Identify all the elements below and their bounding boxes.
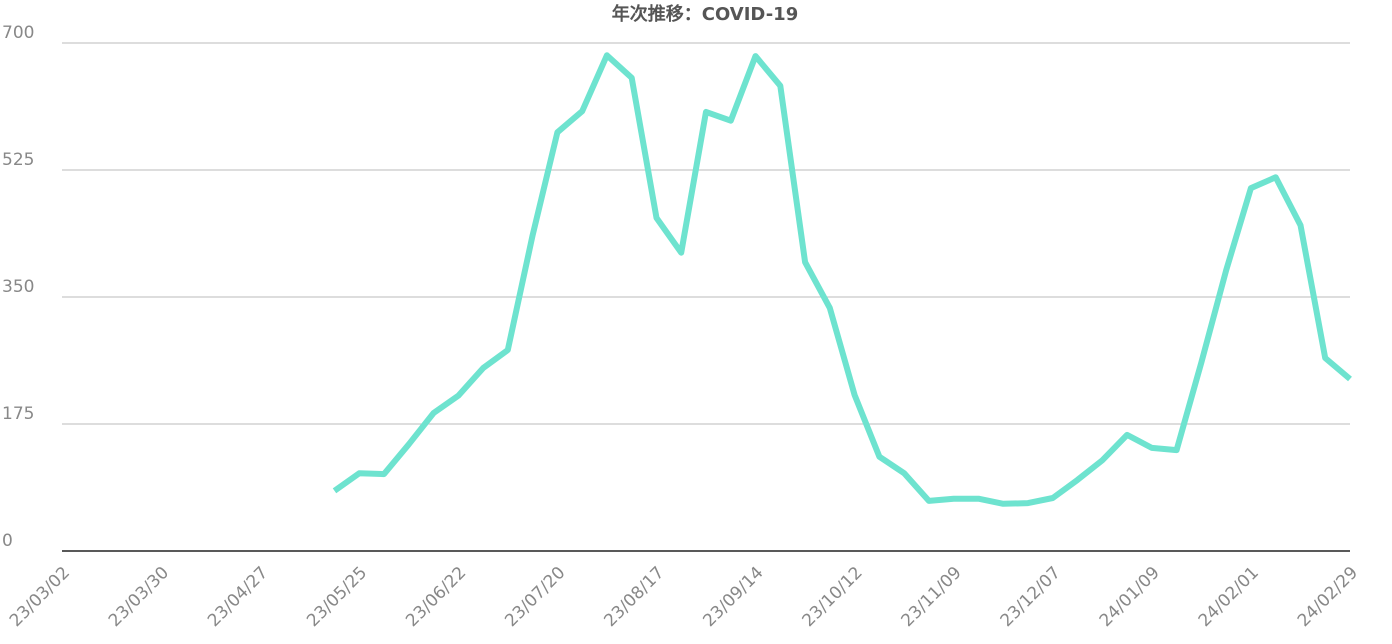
x-tick-label: 23/04/27 [204, 563, 272, 631]
x-tick-label: 23/12/07 [997, 563, 1065, 631]
x-tick-label: 23/03/02 [6, 563, 74, 631]
y-tick-label: 700 [2, 23, 34, 43]
x-tick-label: 23/08/17 [600, 563, 668, 631]
x-tick-label: 24/01/09 [1096, 563, 1164, 631]
y-tick-label: 350 [2, 277, 34, 297]
x-tick-label: 23/07/20 [501, 563, 569, 631]
x-tick-label: 23/05/25 [303, 563, 371, 631]
x-tick-label: 24/02/29 [1294, 563, 1362, 631]
x-tick-label: 24/02/01 [1195, 563, 1263, 631]
x-tick-label: 23/09/14 [699, 563, 767, 631]
y-tick-label: 525 [2, 150, 34, 170]
series-line [332, 52, 1352, 507]
chart-title: 年次推移：COVID-19 [612, 3, 798, 25]
y-tick-label: 0 [2, 531, 13, 551]
x-tick-label: 23/06/22 [402, 563, 470, 631]
x-tick-label: 23/03/30 [105, 563, 173, 631]
y-tick-label: 175 [2, 404, 34, 424]
x-tick-label: 23/11/09 [898, 563, 966, 631]
x-tick-label: 23/10/12 [798, 563, 866, 631]
